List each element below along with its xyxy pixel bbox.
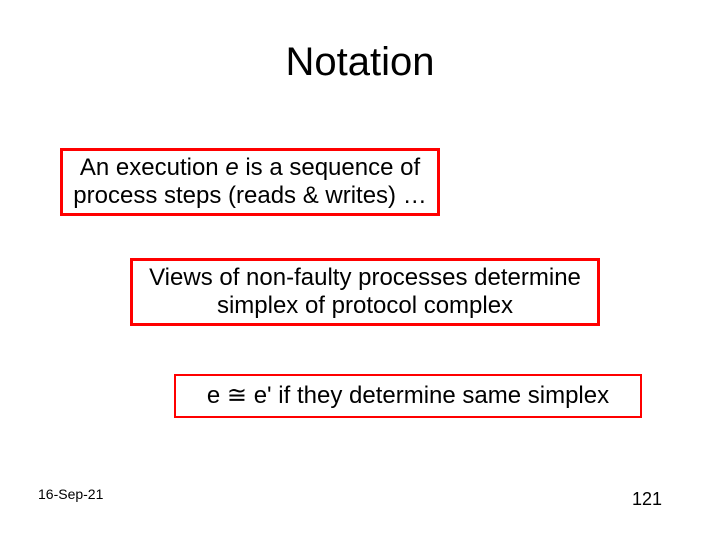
box-equiv-text: e ≅ e' if they determine same simplex xyxy=(207,382,609,410)
footer-date: 16-Sep-21 xyxy=(38,486,103,502)
slide: Notation An execution e is a sequence of… xyxy=(0,0,720,540)
box3-rhs: e' if they determine same simplex xyxy=(247,382,609,409)
box-execution: An execution e is a sequence of process … xyxy=(60,148,440,216)
box-equiv: e ≅ e' if they determine same simplex xyxy=(174,374,642,418)
box-execution-text: An execution e is a sequence of process … xyxy=(73,154,427,209)
box1-pre: An execution xyxy=(80,154,225,181)
box1-var: e xyxy=(225,154,238,181)
slide-title: Notation xyxy=(0,40,720,85)
box-views: Views of non-faulty processes determine … xyxy=(130,258,600,326)
box2-text: Views of non-faulty processes determine … xyxy=(143,264,587,319)
footer-page: 121 xyxy=(632,489,662,510)
box3-lhs: e xyxy=(207,382,227,409)
box3-sym: ≅ xyxy=(227,382,247,409)
